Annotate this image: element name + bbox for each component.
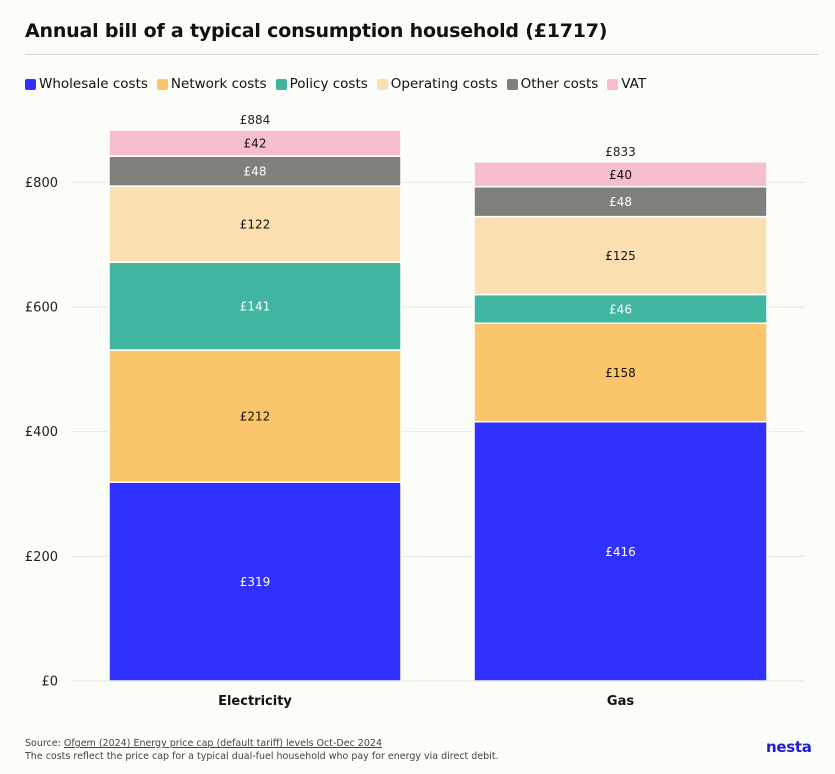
legend-item-network: Network costs [156,76,267,92]
y-tick-label-600: £600 [25,301,58,316]
total-label-electricity: £884 [240,113,271,127]
legend-item-vat: VAT [607,76,646,92]
source-line: Source: Ofgem (2024) Energy price cap (d… [25,737,499,750]
source-prefix: Source: [25,738,64,749]
source-link[interactable]: Ofgem (2024) Energy price cap (default t… [63,738,382,749]
y-tick-label-800: £800 [25,176,58,191]
legend-swatch-network [156,78,168,90]
legend-label-wholesale: Wholesale costs [39,76,148,92]
legend-label-policy: Policy costs [289,76,368,92]
legend-swatch-vat [607,78,619,90]
footer: Source: Ofgem (2024) Energy price cap (d… [25,737,499,763]
data-label-electricity-policy: £141 [240,300,271,314]
bar-segment-electricity-other [108,155,402,187]
legend-label-operating: Operating costs [390,76,498,92]
brand-logo: nesta [766,738,812,756]
x-tick-label-gas: Gas [607,694,634,709]
title-divider [25,54,819,55]
legend-swatch-wholesale [25,78,36,90]
bar-segment-electricity-policy [108,261,402,351]
bar-segment-gas-network [473,322,768,423]
data-label-gas-policy: £46 [609,302,632,316]
legend-item-policy: Policy costs [275,76,368,92]
x-tick-label-electricity: Electricity [218,694,292,709]
data-label-gas-operating: £125 [605,249,636,263]
legend-item-wholesale: Wholesale costs [25,76,148,92]
y-tick-label-200: £200 [25,550,58,565]
legend-swatch-operating [376,78,388,90]
data-label-electricity-vat: £42 [244,137,267,151]
bar-segment-gas-vat [473,161,768,188]
chart-title: Annual bill of a typical consumption hou… [25,20,608,42]
bar-segment-gas-other [473,185,768,218]
data-label-electricity-other: £48 [244,165,267,179]
data-label-electricity-wholesale: £319 [240,575,271,589]
data-label-gas-vat: £40 [609,168,632,182]
legend-label-vat: VAT [621,76,647,92]
data-label-gas-network: £158 [605,366,636,380]
legend-label-other: Other costs [520,76,599,92]
bar-segment-gas-operating [473,215,768,296]
bar-segment-electricity-vat [108,129,402,157]
legend-swatch-policy [275,78,287,90]
footnote: The costs reflect the price cap for a ty… [25,751,499,762]
legend: Wholesale costs Network costs Policy cos… [25,76,646,92]
bar-segment-gas-wholesale [473,420,768,682]
legend-swatch-other [506,78,518,90]
bar-segment-electricity-network [108,349,402,483]
y-tick-label-0: £0 [41,675,58,690]
data-label-gas-wholesale: £416 [605,545,636,559]
legend-label-network: Network costs [170,76,267,92]
total-label-gas: £833 [605,145,636,159]
data-label-electricity-operating: £122 [240,218,271,232]
data-label-gas-other: £48 [609,195,632,209]
data-label-electricity-network: £212 [240,410,271,424]
legend-item-other: Other costs [506,76,599,92]
legend-item-operating: Operating costs [376,76,498,92]
y-tick-label-400: £400 [25,425,58,440]
bar-segment-electricity-operating [108,185,402,263]
